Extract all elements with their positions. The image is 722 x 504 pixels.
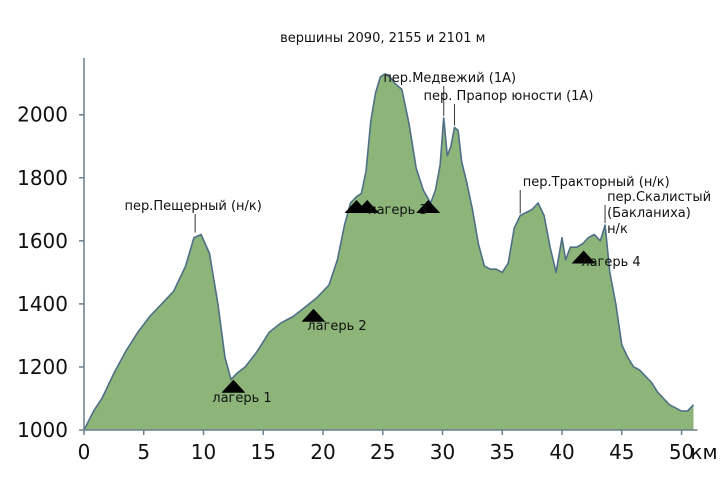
camp-label: лагерь 1 [212,391,271,406]
annotation-label: (Бакланиха) [607,206,691,221]
x-tick-label: 35 [490,440,515,464]
x-tick-label: 15 [251,440,276,464]
elevation-line [83,73,695,431]
x-tick-label: 40 [549,440,574,464]
elevation-area [84,73,694,431]
annotation-label: пер.Скалистый [607,190,711,205]
x-tick-label: 0 [78,440,91,464]
y-tick-label: 2000 [17,103,68,127]
camp-marker [221,379,246,393]
y-tick-label: 1200 [17,355,68,379]
x-tick-label: 45 [609,440,634,464]
camp-marker [416,200,441,213]
x-unit-label: км [690,440,717,464]
camp-marker [355,200,380,213]
x-tick-label: 30 [430,440,455,464]
x-tick-label: 20 [310,440,335,464]
y-tick-label: 1600 [17,229,68,253]
y-tick-label: 1400 [17,292,68,316]
annotation-label: н/к [607,222,628,237]
x-tick-label: 50 [669,440,694,464]
y-tick-label: 1800 [17,166,68,190]
annotation-label: пер.Тракторный (н/к) [523,175,670,190]
camp-label: лагерь 3 [368,203,427,218]
annotation-label: пер. Прапор юности (1А) [424,89,594,104]
x-tick-label: 25 [370,440,395,464]
camp-marker [571,250,596,264]
annotation-label: пер.Медвежий (1А) [383,71,516,86]
annotation-label: вершины 2090, 2155 и 2101 м [280,31,485,46]
camp-marker [301,308,326,322]
x-tick-label: 5 [137,440,150,464]
x-tick-label: 10 [191,440,216,464]
camp-label: лагерь 2 [307,319,366,334]
y-tick-label: 1000 [17,418,68,442]
camp-label: лагерь 4 [581,255,640,270]
annotation-label: пер.Пещерный (н/к) [124,199,261,214]
